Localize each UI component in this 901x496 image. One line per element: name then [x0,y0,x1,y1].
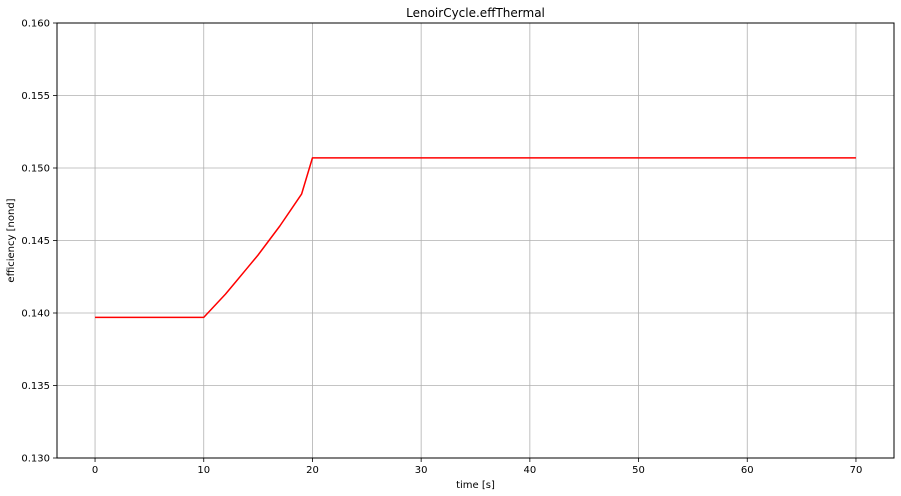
series-line [95,157,856,319]
x-tick-label: 60 [741,465,754,476]
x-tick-label: 0 [92,465,98,476]
y-tick-label: 0.140 [21,309,50,320]
x-tick-label: 20 [306,465,319,476]
ticks-layer: 0 10 20 30 40 50 60 70 0.130 0.135 0.140 0.145 0.150… [21,19,862,477]
x-tick-label: 10 [197,465,210,476]
y-tick-label: 0.135 [21,381,50,392]
x-tick-label: 50 [632,465,645,476]
grid-layer [57,22,894,459]
y-tick-label: 0.160 [21,19,50,30]
y-tick-label: 0.145 [21,236,50,247]
chart-title: LenoirCycle.effThermal [406,6,545,20]
x-tick-label: 70 [850,465,863,476]
x-tick-label: 40 [523,465,536,476]
y-tick-label: 0.155 [21,91,50,102]
series-layer [95,157,856,319]
y-axis-label: efficiency [nond] [6,198,17,282]
y-tick-label: 0.150 [21,164,50,175]
y-tick-label: 0.130 [21,454,50,465]
x-axis-label: time [s] [456,480,495,491]
x-tick-label: 30 [415,465,428,476]
